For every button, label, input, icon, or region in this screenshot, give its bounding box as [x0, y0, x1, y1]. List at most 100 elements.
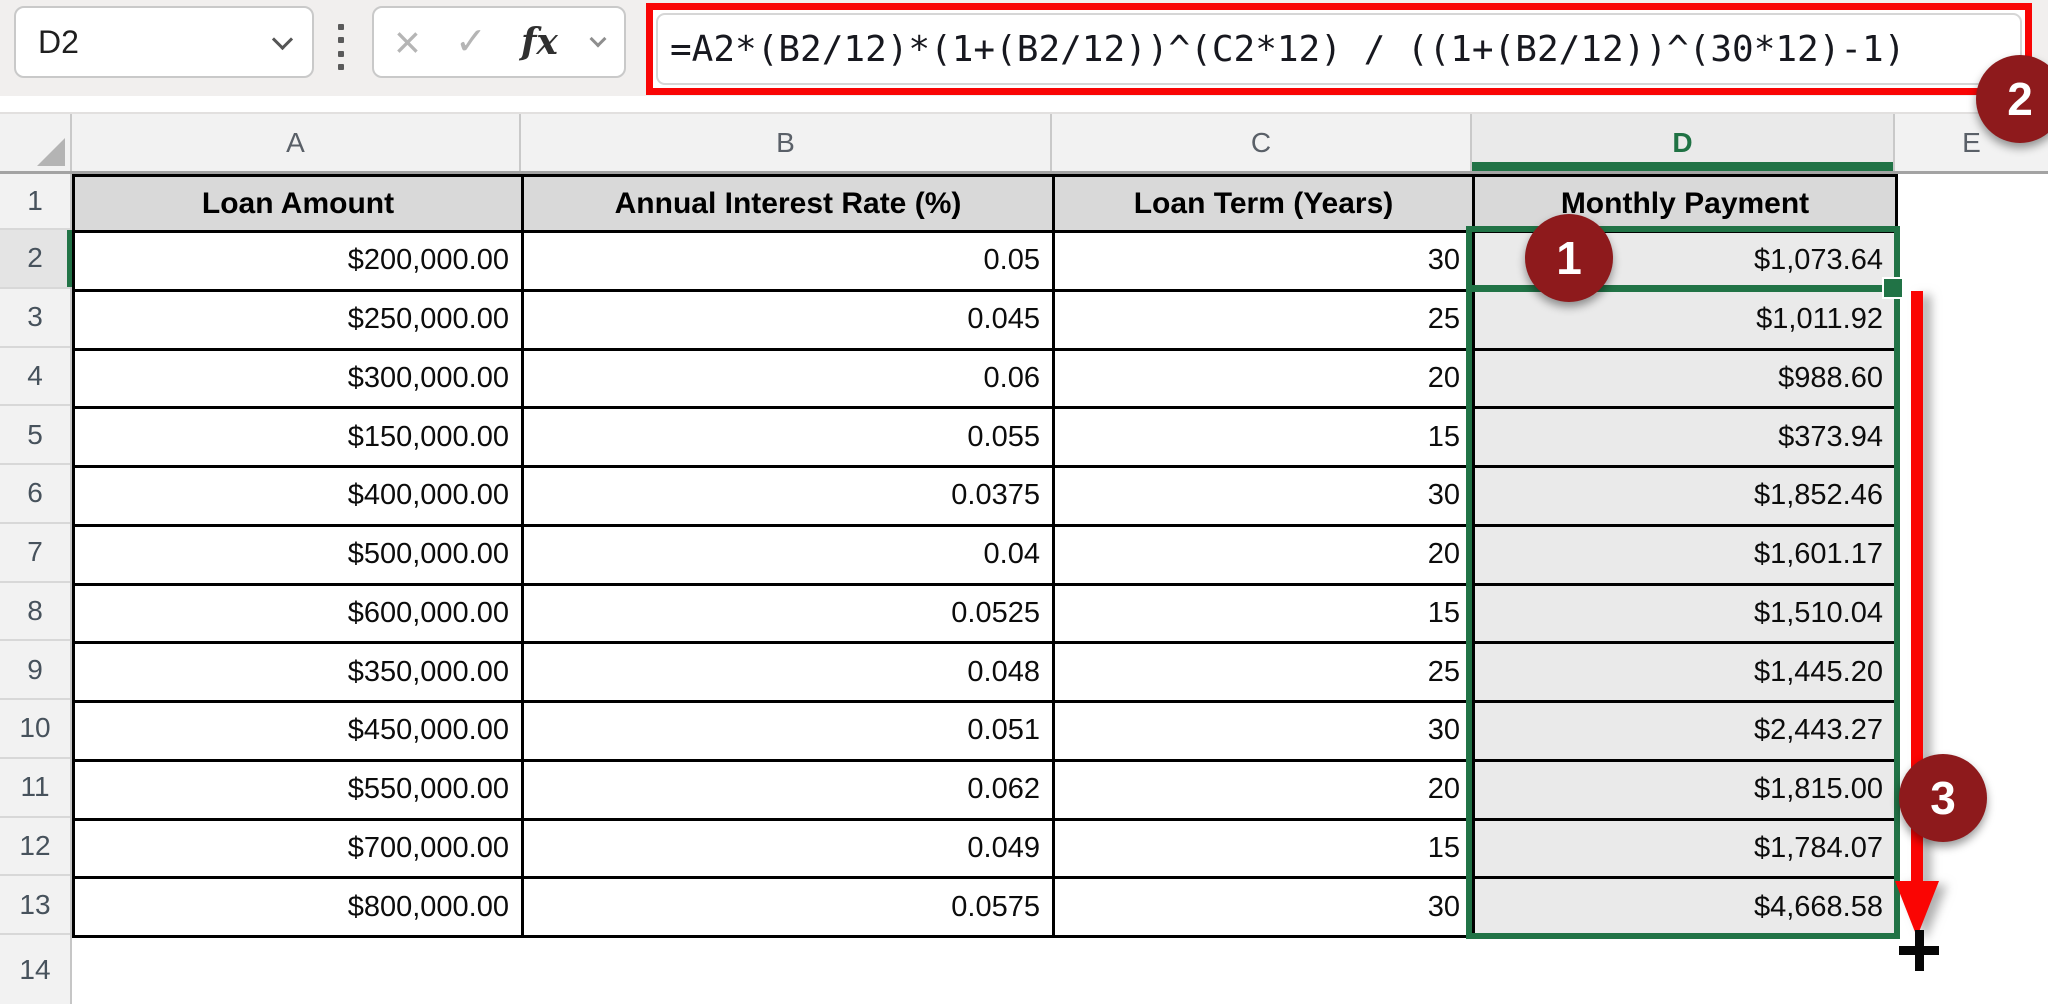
- chevron-down-icon[interactable]: [271, 28, 294, 51]
- row-header-10[interactable]: 10: [0, 700, 70, 759]
- cell-A2[interactable]: $200,000.00: [75, 233, 524, 292]
- cell-C12[interactable]: 15: [1055, 820, 1475, 880]
- formula-input[interactable]: =A2*(B2/12)*(1+(B2/12))^(C2*12) / ((1+(B…: [656, 13, 2022, 85]
- cell-C2[interactable]: 30: [1055, 233, 1475, 292]
- cancel-icon[interactable]: ×: [394, 16, 421, 68]
- loan-data-table: Loan Amount Annual Interest Rate (%) Loa…: [72, 174, 1898, 938]
- row-header-1[interactable]: 1: [0, 174, 70, 230]
- cell-B13[interactable]: 0.0575: [524, 879, 1055, 938]
- cell-D4[interactable]: $988.60: [1475, 350, 1898, 410]
- active-row-indicator: [67, 230, 72, 287]
- row-header-7[interactable]: 7: [0, 524, 70, 583]
- cell-C4[interactable]: 20: [1055, 350, 1475, 410]
- cell-B9[interactable]: 0.048: [524, 644, 1055, 703]
- chevron-down-icon[interactable]: [589, 30, 607, 48]
- cell-A8[interactable]: $600,000.00: [75, 585, 524, 645]
- table-row-10: $450,000.00 0.051 30 $2,443.27: [75, 703, 1898, 762]
- cell-B3[interactable]: 0.045: [524, 291, 1055, 351]
- cell-B2[interactable]: 0.05: [524, 233, 1055, 292]
- cell-A7[interactable]: $500,000.00: [75, 526, 524, 586]
- cell-A10[interactable]: $450,000.00: [75, 703, 524, 762]
- cell-C7[interactable]: 20: [1055, 526, 1475, 586]
- row-header-3[interactable]: 3: [0, 289, 70, 348]
- table-row-2: $200,000.00 0.05 30 $1,073.64: [75, 233, 1898, 292]
- cell-A11[interactable]: $550,000.00: [75, 761, 524, 821]
- cell-C11[interactable]: 20: [1055, 761, 1475, 821]
- row-header-12[interactable]: 12: [0, 818, 70, 877]
- cell-A6[interactable]: $400,000.00: [75, 468, 524, 527]
- selected-column-indicator: [1472, 162, 1893, 171]
- cell-C10[interactable]: 30: [1055, 703, 1475, 762]
- table-row-9: $350,000.00 0.048 25 $1,445.20: [75, 644, 1898, 703]
- row-header-11[interactable]: 11: [0, 759, 70, 818]
- cell-B4[interactable]: 0.06: [524, 350, 1055, 410]
- enter-check-icon[interactable]: ✓: [454, 21, 487, 63]
- row-header-14[interactable]: 14: [19, 953, 51, 985]
- cell-A3[interactable]: $250,000.00: [75, 291, 524, 351]
- cell-B10[interactable]: 0.051: [524, 703, 1055, 762]
- cell-B5[interactable]: 0.055: [524, 409, 1055, 468]
- cell-C13[interactable]: 30: [1055, 879, 1475, 938]
- cell-C9[interactable]: 25: [1055, 644, 1475, 703]
- table-row-12: $700,000.00 0.049 15 $1,784.07: [75, 820, 1898, 880]
- row-header-4[interactable]: 4: [0, 348, 70, 407]
- table-row-11: $550,000.00 0.062 20 $1,815.00: [75, 761, 1898, 821]
- name-box-value: D2: [38, 23, 79, 60]
- table-row-5: $150,000.00 0.055 15 $373.94: [75, 409, 1898, 468]
- step-1-badge: 1: [1525, 214, 1613, 302]
- header-cell-loan-amount[interactable]: Loan Amount: [75, 177, 524, 233]
- cell-A13[interactable]: $800,000.00: [75, 879, 524, 938]
- active-cell-bottom-border: [1466, 285, 1900, 292]
- row-header-2-selected[interactable]: 2: [0, 230, 72, 289]
- row-header-8[interactable]: 8: [0, 583, 70, 642]
- row-header-5[interactable]: 5: [0, 406, 70, 465]
- cell-D7[interactable]: $1,601.17: [1475, 526, 1898, 586]
- cell-B12[interactable]: 0.049: [524, 820, 1055, 880]
- cell-D9[interactable]: $1,445.20: [1475, 644, 1898, 703]
- formula-text: =A2*(B2/12)*(1+(B2/12))^(C2*12) / ((1+(B…: [670, 28, 1906, 70]
- row-header-9[interactable]: 9: [0, 641, 70, 700]
- cell-B11[interactable]: 0.062: [524, 761, 1055, 821]
- cell-C6[interactable]: 30: [1055, 468, 1475, 527]
- cell-D12[interactable]: $1,784.07: [1475, 820, 1898, 880]
- fill-handle[interactable]: [1884, 279, 1902, 297]
- table-row-6: $400,000.00 0.0375 30 $1,852.46: [75, 468, 1898, 527]
- cell-A12[interactable]: $700,000.00: [75, 820, 524, 880]
- cell-C8[interactable]: 15: [1055, 585, 1475, 645]
- cell-D5[interactable]: $373.94: [1475, 409, 1898, 468]
- cell-D13[interactable]: $4,668.58: [1475, 879, 1898, 938]
- column-header-a[interactable]: A: [72, 114, 521, 171]
- cell-C5[interactable]: 15: [1055, 409, 1475, 468]
- step-2-badge: 2: [1976, 55, 2048, 143]
- cell-A9[interactable]: $350,000.00: [75, 644, 524, 703]
- header-cell-interest-rate[interactable]: Annual Interest Rate (%): [524, 177, 1055, 233]
- cell-D3[interactable]: $1,011.92: [1475, 291, 1898, 351]
- column-header-e[interactable]: E: [1962, 126, 1981, 158]
- row-header-13[interactable]: 13: [0, 876, 70, 935]
- cell-B7[interactable]: 0.04: [524, 526, 1055, 586]
- cell-D10[interactable]: $2,443.27: [1475, 703, 1898, 762]
- cell-D8[interactable]: $1,510.04: [1475, 585, 1898, 645]
- drag-handle-dots-icon: [338, 24, 344, 70]
- insert-function-icon[interactable]: fx: [520, 21, 558, 63]
- step-3-badge: 3: [1899, 754, 1987, 842]
- table-row-4: $300,000.00 0.06 20 $988.60: [75, 350, 1898, 410]
- arrow-line: [1911, 291, 1923, 883]
- cell-A5[interactable]: $150,000.00: [75, 409, 524, 468]
- cell-A4[interactable]: $300,000.00: [75, 350, 524, 410]
- cell-C3[interactable]: 25: [1055, 291, 1475, 351]
- header-cell-loan-term[interactable]: Loan Term (Years): [1055, 177, 1475, 233]
- table-row-13: $800,000.00 0.0575 30 $4,668.58: [75, 879, 1898, 938]
- column-header-c[interactable]: C: [1052, 114, 1472, 171]
- table-row-7: $500,000.00 0.04 20 $1,601.17: [75, 526, 1898, 586]
- cell-D6[interactable]: $1,852.46: [1475, 468, 1898, 527]
- name-box[interactable]: D2: [14, 6, 314, 78]
- cell-B6[interactable]: 0.0375: [524, 468, 1055, 527]
- cell-B8[interactable]: 0.0525: [524, 585, 1055, 645]
- select-all-button[interactable]: [0, 114, 72, 171]
- column-header-b[interactable]: B: [521, 114, 1052, 171]
- cell-D11[interactable]: $1,815.00: [1475, 761, 1898, 821]
- column-header-d-selected[interactable]: D: [1472, 114, 1895, 171]
- row-header-6[interactable]: 6: [0, 465, 70, 524]
